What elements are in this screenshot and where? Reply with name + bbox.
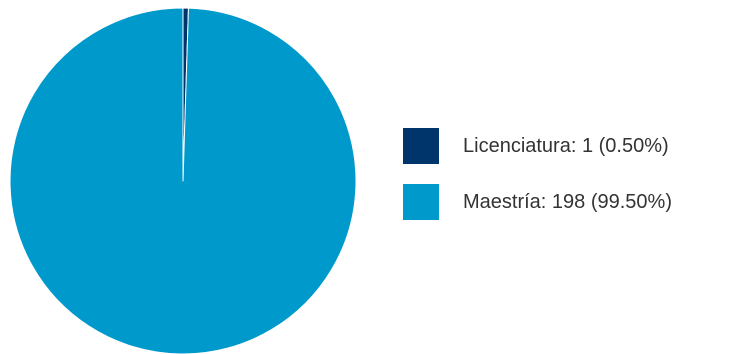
chart-legend: Licenciatura: 1 (0.50%) Maestría: 198 (9…: [403, 128, 672, 240]
legend-label-maestria: Maestría: 198 (99.50%): [463, 190, 672, 213]
legend-item-licenciatura: Licenciatura: 1 (0.50%): [403, 128, 672, 164]
legend-swatch-maestria: [403, 184, 439, 220]
legend-item-maestria: Maestría: 198 (99.50%): [403, 184, 672, 220]
pie-slice-maestria: [9, 7, 357, 354]
legend-swatch-licenciatura: [403, 128, 439, 164]
legend-label-licenciatura: Licenciatura: 1 (0.50%): [463, 134, 669, 157]
